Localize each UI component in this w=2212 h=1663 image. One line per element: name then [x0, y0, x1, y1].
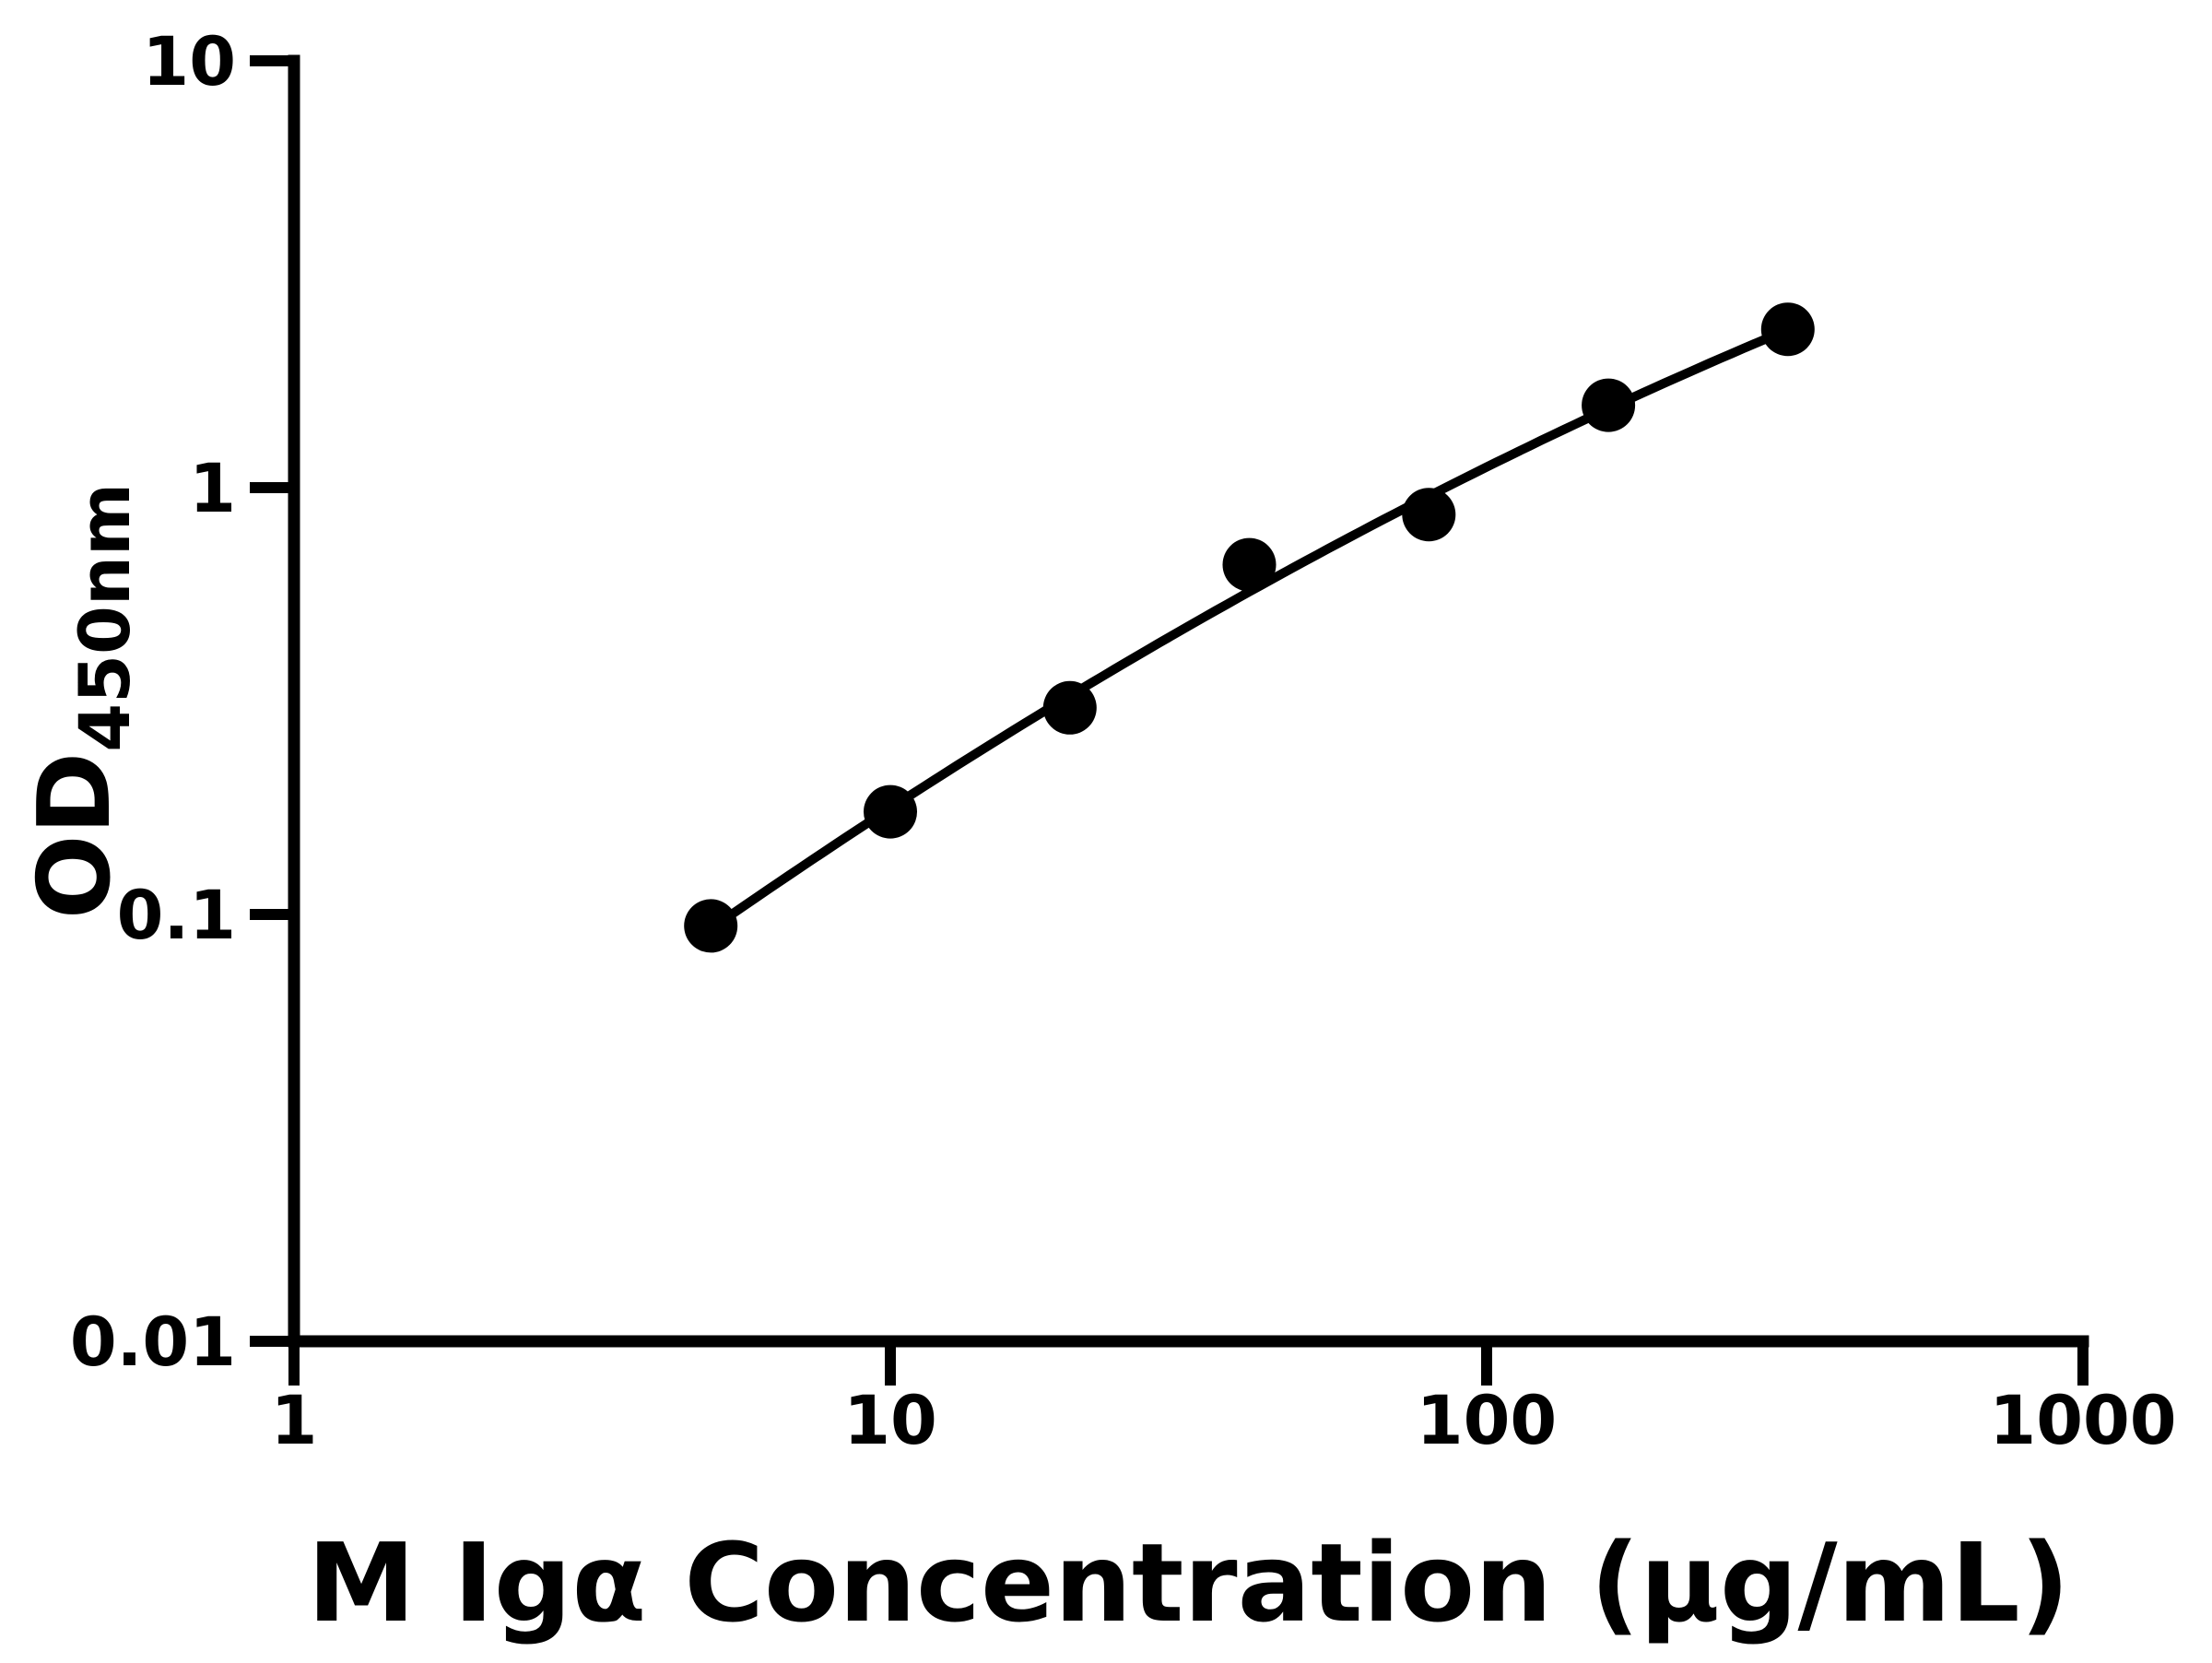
data-point: [864, 784, 917, 839]
data-point: [1402, 488, 1456, 542]
data-point: [1222, 537, 1277, 592]
x-tick-label: 10: [843, 1382, 937, 1460]
data-point: [1042, 680, 1097, 735]
x-tick-label: 1: [271, 1382, 318, 1460]
data-point: [684, 899, 738, 953]
y-axis-title: OD450nm: [18, 483, 146, 919]
x-tick-label: 100: [1417, 1382, 1557, 1460]
data-point: [1760, 302, 1815, 357]
x-tick-label: 1000: [1989, 1382, 2176, 1460]
y-tick-label: 1: [189, 450, 236, 528]
y-tick-label: 10: [142, 23, 236, 101]
y-tick-label: 0.01: [70, 1303, 236, 1382]
x-axis-ticks: 1 10 100 1000: [271, 1341, 2177, 1460]
y-tick-label: 0.1: [117, 877, 236, 955]
data-points-group: [684, 302, 1815, 953]
y-axis-title-main: OD: [18, 752, 133, 919]
y-axis-ticks: 0.01 0.1 1 10: [70, 23, 294, 1382]
y-axis-title-subscript: 450nm: [64, 483, 146, 752]
axes-spines: [288, 54, 2089, 1348]
data-point: [1582, 378, 1636, 432]
x-axis-title: M Igα Concentration (μg/mL): [307, 1519, 2069, 1646]
